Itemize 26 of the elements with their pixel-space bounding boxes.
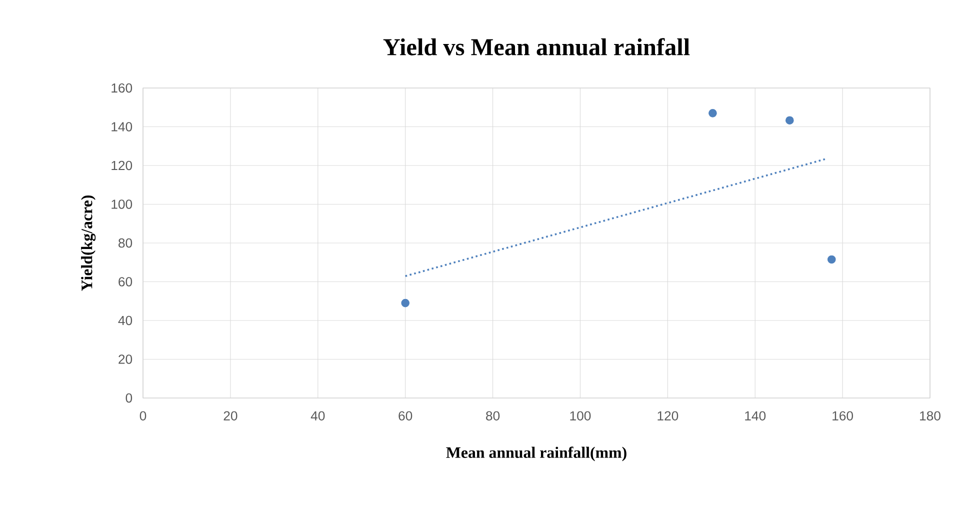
point bbox=[708, 109, 717, 118]
point bbox=[401, 298, 410, 308]
y-tick-label: 20 bbox=[118, 354, 132, 364]
y-tick-label: 140 bbox=[112, 122, 132, 132]
x-tick-label: 100 bbox=[570, 411, 591, 420]
y-axis-title: Yield(kg/acre) bbox=[81, 196, 96, 291]
x-tick-label: 80 bbox=[486, 411, 500, 420]
x-axis-title: Mean annual rainfall(mm) bbox=[446, 446, 626, 462]
y-tick-label: 60 bbox=[118, 277, 132, 286]
y-tick-label: 160 bbox=[112, 83, 132, 93]
x-tick-label: 140 bbox=[745, 411, 766, 420]
point bbox=[827, 255, 836, 264]
x-tick-label: 0 bbox=[140, 411, 146, 420]
y-tick-label: 120 bbox=[112, 160, 132, 170]
x-tick-label: 60 bbox=[398, 411, 412, 420]
point bbox=[786, 116, 794, 125]
x-tick-label: 120 bbox=[658, 411, 678, 420]
x-tick-label: 180 bbox=[920, 411, 940, 420]
chart-title: Yield vs Mean annual rainfall bbox=[383, 38, 690, 56]
y-tick-label: 40 bbox=[118, 316, 132, 326]
x-tick-label: 40 bbox=[310, 411, 325, 420]
y-tick-label: 80 bbox=[118, 238, 132, 248]
y-tick-label: 100 bbox=[112, 200, 132, 209]
x-tick-label: 160 bbox=[832, 411, 854, 420]
y-tick-label: 0 bbox=[126, 393, 132, 403]
x-tick-label: 20 bbox=[224, 411, 238, 420]
